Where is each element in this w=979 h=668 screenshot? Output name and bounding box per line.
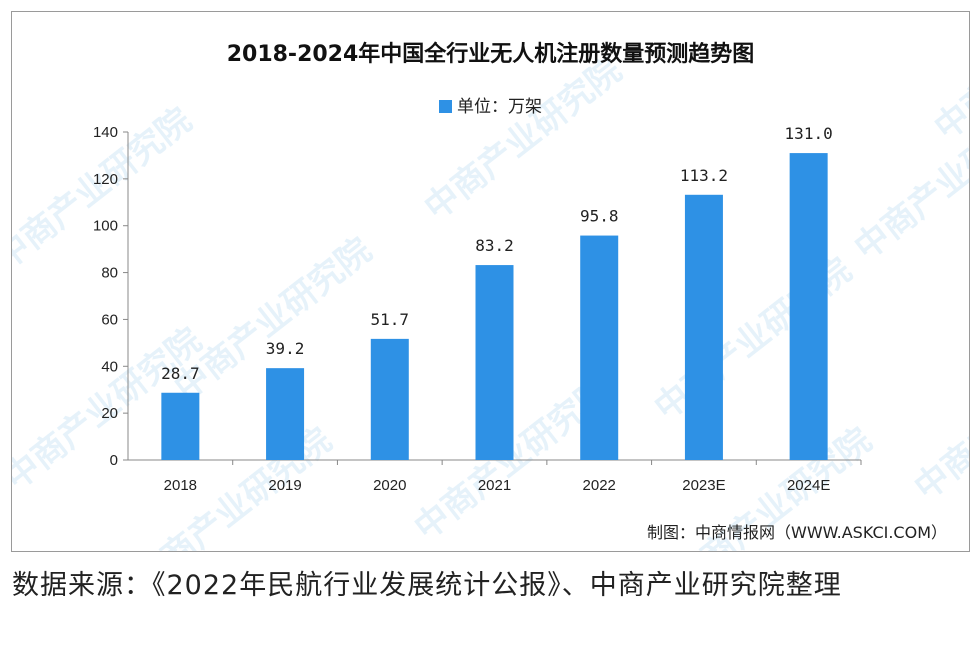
- bar: [475, 265, 514, 460]
- bar-value-label: 83.2: [475, 236, 514, 255]
- bar: [161, 392, 200, 460]
- legend-swatch: [439, 100, 452, 113]
- bar-value-label: 95.8: [580, 207, 619, 226]
- y-tick-label: 60: [101, 311, 118, 328]
- y-tick-label: 140: [93, 124, 118, 141]
- x-tick-label: 2021: [478, 477, 511, 494]
- x-tick-label: 2023E: [682, 477, 725, 494]
- bar-chart-plot: 0 20 40 60 80 100 120 140 28.7 2018 39.2 2019 51.7 20…: [93, 124, 862, 494]
- bar-value-label: 113.2: [680, 166, 728, 185]
- bar: [370, 338, 409, 460]
- bar-value-label: 39.2: [266, 339, 305, 358]
- x-tick-label: 2022: [583, 477, 616, 494]
- y-tick-label: 0: [110, 452, 118, 469]
- y-tick-label: 80: [101, 265, 118, 282]
- data-source-caption: 数据来源：《2022年民航行业发展统计公报》、中商产业研究院整理: [12, 570, 842, 601]
- bar: [266, 368, 305, 460]
- bar: [684, 194, 723, 460]
- bar-value-label: 131.0: [785, 124, 833, 143]
- chart-title: 2018-2024年中国全行业无人机注册数量预测趋势图: [226, 42, 755, 67]
- bar-value-label: 51.7: [371, 310, 410, 329]
- x-tick-label: 2024E: [787, 477, 830, 494]
- chart-source-note: 制图：中商情报网（WWW.ASKCI.COM）: [647, 523, 947, 542]
- bar: [789, 153, 828, 461]
- y-tick-label: 100: [93, 218, 118, 235]
- bar-value-label: 28.7: [161, 364, 200, 383]
- bar: [580, 235, 619, 460]
- x-tick-label: 2020: [373, 477, 406, 494]
- x-tick-label: 2018: [164, 477, 197, 494]
- x-tick-label: 2019: [268, 477, 301, 494]
- y-tick-label: 20: [101, 405, 118, 422]
- legend-label: 单位：万架: [457, 97, 542, 117]
- chart-frame: 中商产业研究院 中商产业研究院 中商产业研究院 中商产业研究院 中商产业研究院 中商产业研…: [11, 11, 970, 552]
- y-tick-label: 120: [93, 171, 118, 188]
- legend: 单位：万架: [12, 92, 969, 117]
- y-tick-label: 40: [101, 358, 118, 375]
